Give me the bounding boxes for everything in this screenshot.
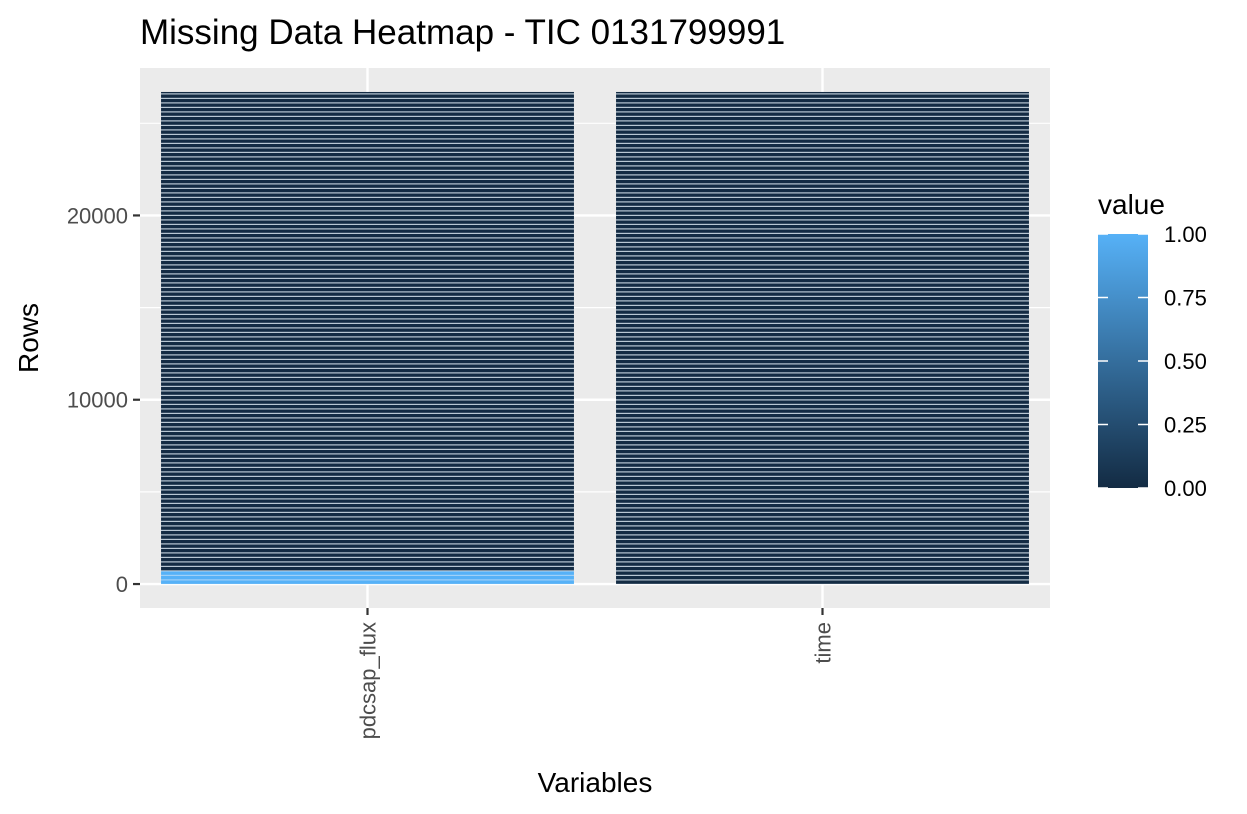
heatmap-tile-time-0 <box>616 91 1029 585</box>
y-tick-label: 0 <box>116 572 128 597</box>
x-tick-label: pdcsap_flux <box>356 622 381 739</box>
legend-title: value <box>1098 189 1165 220</box>
y-axis-title: Rows <box>13 303 44 373</box>
heatmap-tile-pdcsap_flux-1 <box>161 571 574 585</box>
x-axis-title: Variables <box>538 767 653 798</box>
chart-title: Missing Data Heatmap - TIC 0131799991 <box>140 13 785 52</box>
y-tick-label: 20000 <box>67 203 128 228</box>
x-tick-label: time <box>811 622 836 664</box>
legend-tick-label: 1.00 <box>1164 222 1207 247</box>
heatmap-tiles <box>161 91 1029 585</box>
y-axis: 0 10000 20000 <box>67 203 140 597</box>
y-tick-label: 10000 <box>67 388 128 413</box>
legend-tick-label: 0.25 <box>1164 413 1207 438</box>
heatmap-tile-pdcsap_flux-0 <box>161 91 574 572</box>
legend-tick-label: 0.75 <box>1164 286 1207 311</box>
color-legend: value 0.00 0.25 0.50 0.75 1.00 <box>1098 189 1207 501</box>
legend-tick-label: 0.50 <box>1164 349 1207 374</box>
x-axis: pdcsap_flux time <box>356 608 836 739</box>
legend-tick-label: 0.00 <box>1164 476 1207 501</box>
